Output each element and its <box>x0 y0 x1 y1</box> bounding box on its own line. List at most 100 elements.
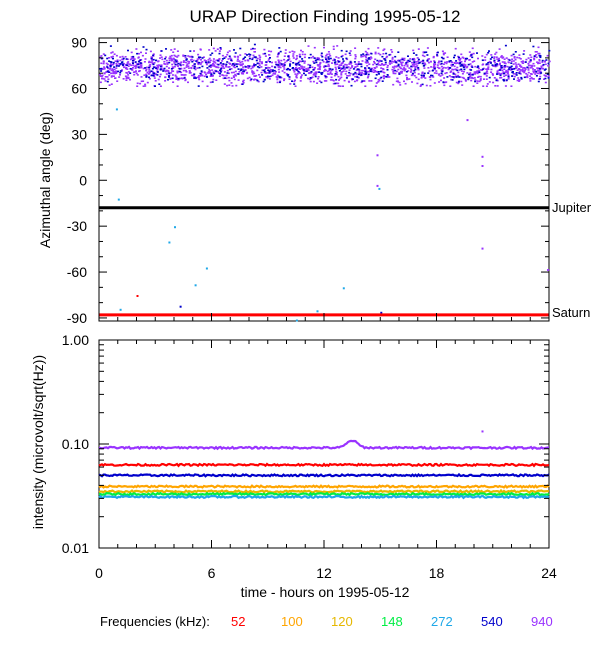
azimuth-point <box>283 66 286 68</box>
azimuth-point <box>157 60 160 62</box>
azimuth-point <box>208 68 211 71</box>
azimuth-point <box>338 64 341 66</box>
azimuth-point <box>410 74 413 77</box>
azimuth-point <box>167 78 169 81</box>
azimuth-point <box>107 67 109 69</box>
azimuth-point <box>164 70 167 73</box>
azimuth-point <box>111 75 114 77</box>
azimuth-point <box>436 51 439 54</box>
saturn-label: Saturn <box>552 305 590 320</box>
azimuth-point <box>433 72 436 74</box>
azimuth-point <box>225 63 228 66</box>
azimuth-point <box>349 54 352 56</box>
azimuth-point <box>254 56 257 59</box>
azimuth-point <box>341 71 344 73</box>
azimuth-point <box>150 70 153 72</box>
azimuth-point <box>314 59 317 62</box>
azimuth-point <box>454 62 456 64</box>
azimuth-point <box>314 74 317 76</box>
azimuth-point <box>385 56 388 59</box>
azimuth-point <box>535 51 538 53</box>
azimuth-point <box>403 57 406 60</box>
azimuth-point <box>243 70 246 72</box>
azimuth-point <box>506 71 509 74</box>
azimuth-point <box>343 79 346 82</box>
azimuth-point <box>457 81 460 83</box>
azimuth-point <box>168 57 171 60</box>
azimuth-point <box>515 72 518 74</box>
azimuth-point <box>211 52 214 55</box>
azimuth-point <box>134 64 137 67</box>
azimuth-point <box>156 71 159 73</box>
azimuth-point <box>538 70 541 72</box>
azimuth-point <box>292 57 295 59</box>
azimuth-point <box>422 59 425 62</box>
azimuth-point <box>432 76 435 78</box>
azimuth-point <box>348 71 351 74</box>
azimuth-point <box>414 67 417 69</box>
azimuth-point <box>532 45 535 48</box>
legend-item-940: 940 <box>531 614 553 629</box>
azimuth-point <box>421 71 424 74</box>
azimuth-point <box>511 58 514 61</box>
azimuth-point <box>185 58 188 60</box>
azimuth-point <box>460 63 463 66</box>
azimuth-point <box>414 68 417 71</box>
azimuth-point <box>383 48 386 50</box>
azimuth-point <box>200 71 203 73</box>
azimuth-point <box>295 58 298 61</box>
azimuth-point <box>516 56 519 59</box>
azimuth-point <box>530 77 533 79</box>
azimuth-point <box>297 71 300 73</box>
azimuth-point <box>115 72 118 74</box>
azimuth-point <box>114 72 117 75</box>
azimuth-point <box>499 63 501 66</box>
azimuth-point <box>520 78 523 80</box>
azimuth-point <box>256 62 259 65</box>
azimuth-point <box>429 61 432 63</box>
azimuth-point <box>233 64 236 66</box>
azimuth-point <box>449 85 452 87</box>
azimuth-point <box>499 62 501 65</box>
azimuth-point <box>118 63 121 65</box>
azimuth-point <box>326 53 329 56</box>
azimuth-point <box>317 65 320 67</box>
intensity-ytick-label: 1.00 <box>62 332 89 348</box>
azimuth-point <box>175 78 178 80</box>
azimuth-point <box>355 69 358 71</box>
azimuth-point <box>247 67 250 69</box>
azimuth-point <box>127 74 130 76</box>
azimuth-point <box>242 80 244 83</box>
azimuth-point <box>331 79 334 81</box>
azimuth-point <box>209 75 212 77</box>
azimuth-point <box>99 75 102 77</box>
azimuth-point <box>104 76 107 78</box>
azimuth-point <box>400 63 403 66</box>
azimuth-point <box>538 68 541 70</box>
azimuth-point <box>493 56 496 58</box>
azimuth-point <box>403 59 406 61</box>
azimuth-point <box>327 56 330 58</box>
azimuth-point <box>350 84 353 87</box>
azimuth-point <box>538 59 541 61</box>
azimuth-point <box>345 64 348 66</box>
azimuth-point <box>529 80 532 82</box>
azimuth-point <box>499 69 502 71</box>
azimuth-point <box>233 62 236 65</box>
azimuth-point <box>208 57 211 60</box>
azimuth-point <box>537 46 540 49</box>
azimuth-point <box>526 66 529 69</box>
azimuth-point <box>299 68 301 70</box>
azimuth-point <box>321 71 324 74</box>
azimuth-point <box>301 60 304 62</box>
azimuth-point <box>191 65 194 67</box>
azimuth-point <box>533 70 536 73</box>
azimuth-point <box>251 73 254 75</box>
azimuth-point <box>332 79 335 82</box>
x-tick-label: 24 <box>541 565 557 581</box>
azimuth-point <box>113 68 116 71</box>
intensity-outlier-point <box>481 430 484 433</box>
intensity-plot-frame <box>98 339 550 549</box>
azimuth-point <box>354 75 357 78</box>
azimuth-point <box>444 72 447 75</box>
